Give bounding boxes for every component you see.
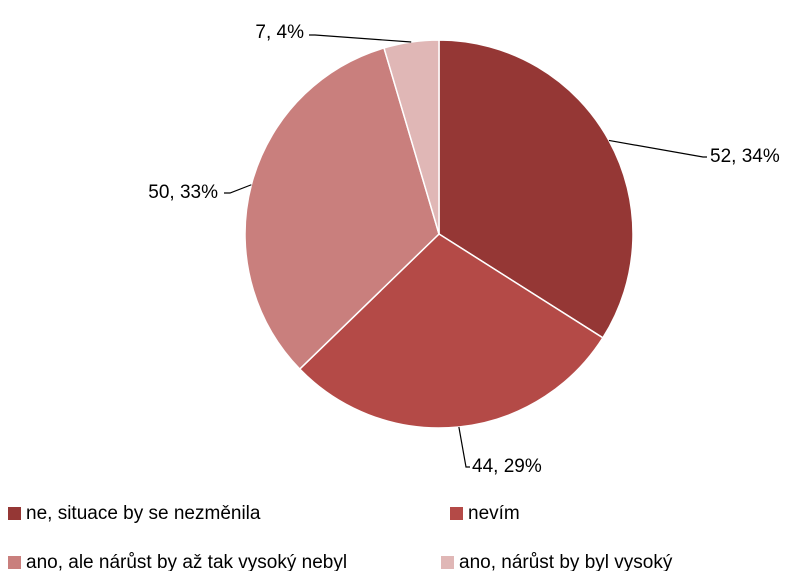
legend-swatch bbox=[450, 507, 463, 520]
pie-slice bbox=[383, 39, 440, 235]
leader-line bbox=[458, 426, 470, 468]
legend-label: ano, ale nárůst by až tak vysoký nebyl bbox=[26, 552, 347, 571]
legend-swatch bbox=[441, 556, 454, 569]
legend-swatch bbox=[8, 507, 21, 520]
data-label: 7, 4% bbox=[255, 22, 304, 43]
pie-slice bbox=[244, 47, 440, 371]
legend-label: nevím bbox=[468, 503, 520, 524]
legend-label: ne, situace by se nezměnila bbox=[26, 503, 261, 524]
leader-line bbox=[309, 34, 412, 43]
pie-slice bbox=[298, 233, 604, 429]
leader-line bbox=[608, 139, 707, 158]
legend-swatch bbox=[8, 556, 21, 569]
leader-line bbox=[224, 184, 252, 194]
data-label: 44, 29% bbox=[472, 456, 542, 477]
legend-label: ano, nárůst by byl vysoký bbox=[459, 552, 673, 571]
data-label: 50, 33% bbox=[148, 182, 218, 203]
data-label: 52, 34% bbox=[710, 146, 780, 167]
